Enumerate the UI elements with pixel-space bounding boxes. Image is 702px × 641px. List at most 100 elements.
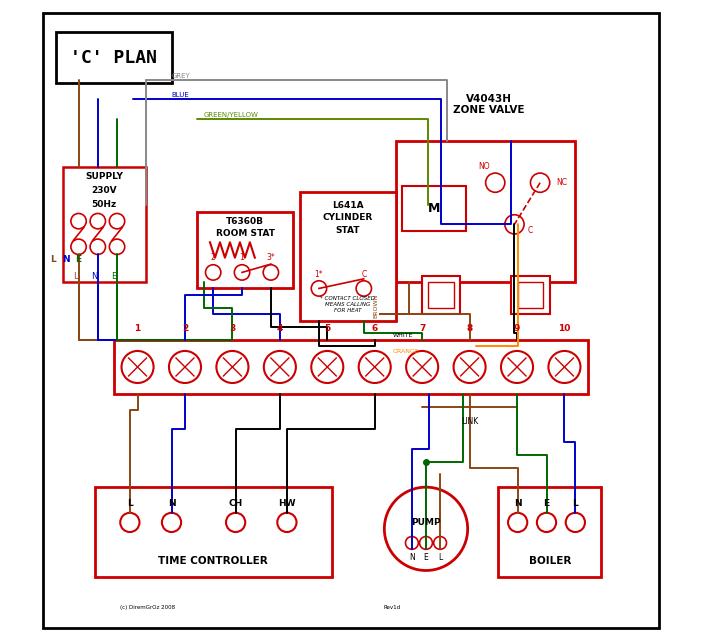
Text: 4: 4	[277, 324, 283, 333]
Text: 7: 7	[419, 324, 425, 333]
Circle shape	[216, 351, 249, 383]
Circle shape	[453, 351, 486, 383]
Circle shape	[226, 513, 245, 532]
Text: 8: 8	[466, 324, 472, 333]
Text: E: E	[76, 255, 81, 264]
Text: Rev1d: Rev1d	[383, 605, 400, 610]
Circle shape	[566, 513, 585, 532]
Text: BOILER: BOILER	[529, 556, 571, 566]
Text: E: E	[423, 553, 428, 562]
FancyBboxPatch shape	[197, 212, 293, 288]
Text: N: N	[409, 553, 415, 562]
Text: L: L	[50, 255, 56, 264]
Circle shape	[162, 513, 181, 532]
Circle shape	[505, 215, 524, 234]
FancyBboxPatch shape	[396, 141, 576, 282]
Text: GREEN/YELLOW: GREEN/YELLOW	[204, 112, 258, 118]
Circle shape	[169, 351, 201, 383]
FancyBboxPatch shape	[300, 192, 396, 320]
Text: ZONE VALVE: ZONE VALVE	[453, 105, 524, 115]
Circle shape	[110, 213, 125, 229]
Text: L641A: L641A	[332, 201, 364, 210]
Text: E: E	[543, 499, 550, 508]
Circle shape	[508, 513, 527, 532]
Text: GREY: GREY	[171, 73, 190, 79]
FancyBboxPatch shape	[95, 487, 332, 577]
FancyBboxPatch shape	[56, 32, 171, 83]
Text: ROOM STAT: ROOM STAT	[216, 229, 274, 238]
Text: 10: 10	[558, 324, 571, 333]
Text: HW: HW	[278, 499, 296, 508]
Text: WHITE: WHITE	[392, 333, 413, 338]
Circle shape	[406, 351, 438, 383]
Text: 1*: 1*	[314, 270, 323, 279]
Circle shape	[90, 213, 105, 229]
Circle shape	[420, 537, 432, 549]
Circle shape	[311, 281, 326, 296]
FancyBboxPatch shape	[498, 487, 601, 577]
Text: BLUE: BLUE	[171, 92, 190, 99]
Text: 1: 1	[134, 324, 140, 333]
Text: C: C	[362, 270, 366, 279]
Circle shape	[406, 537, 418, 549]
FancyBboxPatch shape	[114, 340, 588, 394]
Bar	[511, 276, 550, 314]
Text: * CONTACT CLOSED
MEANS CALLING
FOR HEAT: * CONTACT CLOSED MEANS CALLING FOR HEAT	[320, 296, 376, 313]
Circle shape	[501, 351, 533, 383]
Text: NC: NC	[556, 178, 567, 187]
Text: 'C' PLAN: 'C' PLAN	[70, 49, 157, 67]
Circle shape	[206, 265, 221, 280]
Circle shape	[121, 351, 154, 383]
Text: N: N	[91, 272, 98, 281]
Text: CH: CH	[228, 499, 243, 508]
Circle shape	[71, 213, 86, 229]
Circle shape	[311, 351, 343, 383]
Text: C: C	[527, 226, 533, 235]
Circle shape	[486, 173, 505, 192]
Circle shape	[359, 351, 391, 383]
Text: T6360B: T6360B	[226, 217, 264, 226]
Text: 1: 1	[239, 253, 244, 262]
Circle shape	[264, 351, 296, 383]
Text: 9: 9	[514, 324, 520, 333]
Text: 230V: 230V	[91, 186, 117, 195]
Circle shape	[110, 239, 125, 254]
Text: 2: 2	[182, 324, 188, 333]
FancyBboxPatch shape	[402, 186, 466, 231]
Circle shape	[537, 513, 556, 532]
Text: 50Hz: 50Hz	[92, 200, 117, 209]
Circle shape	[71, 239, 86, 254]
Text: ORANGE: ORANGE	[392, 349, 419, 354]
Text: STAT: STAT	[336, 226, 360, 235]
Bar	[428, 282, 453, 308]
Circle shape	[263, 265, 279, 280]
Circle shape	[356, 281, 371, 296]
Text: (c) DiremGrOz 2008: (c) DiremGrOz 2008	[120, 605, 176, 610]
Text: L: L	[127, 499, 133, 508]
Text: LINK: LINK	[461, 417, 478, 426]
Bar	[421, 276, 460, 314]
Text: BROWN: BROWN	[373, 294, 378, 319]
Text: L: L	[438, 553, 442, 562]
Text: TIME CONTROLLER: TIME CONTROLLER	[159, 556, 268, 566]
Text: SUPPLY: SUPPLY	[85, 172, 123, 181]
Text: PUMP: PUMP	[411, 518, 441, 527]
Text: V4043H: V4043H	[466, 94, 512, 104]
Text: N: N	[168, 499, 176, 508]
Circle shape	[234, 265, 250, 280]
Text: N: N	[514, 499, 522, 508]
Bar	[517, 282, 543, 308]
Text: 3: 3	[230, 324, 236, 333]
Text: 2: 2	[211, 253, 216, 262]
Circle shape	[120, 513, 140, 532]
FancyBboxPatch shape	[62, 167, 146, 282]
Text: L: L	[73, 272, 78, 281]
Text: NO: NO	[478, 162, 489, 171]
Text: 6: 6	[371, 324, 378, 333]
Text: 5: 5	[324, 324, 331, 333]
Circle shape	[531, 173, 550, 192]
Circle shape	[277, 513, 296, 532]
Text: N: N	[62, 255, 69, 264]
Circle shape	[384, 487, 468, 570]
Circle shape	[434, 537, 446, 549]
